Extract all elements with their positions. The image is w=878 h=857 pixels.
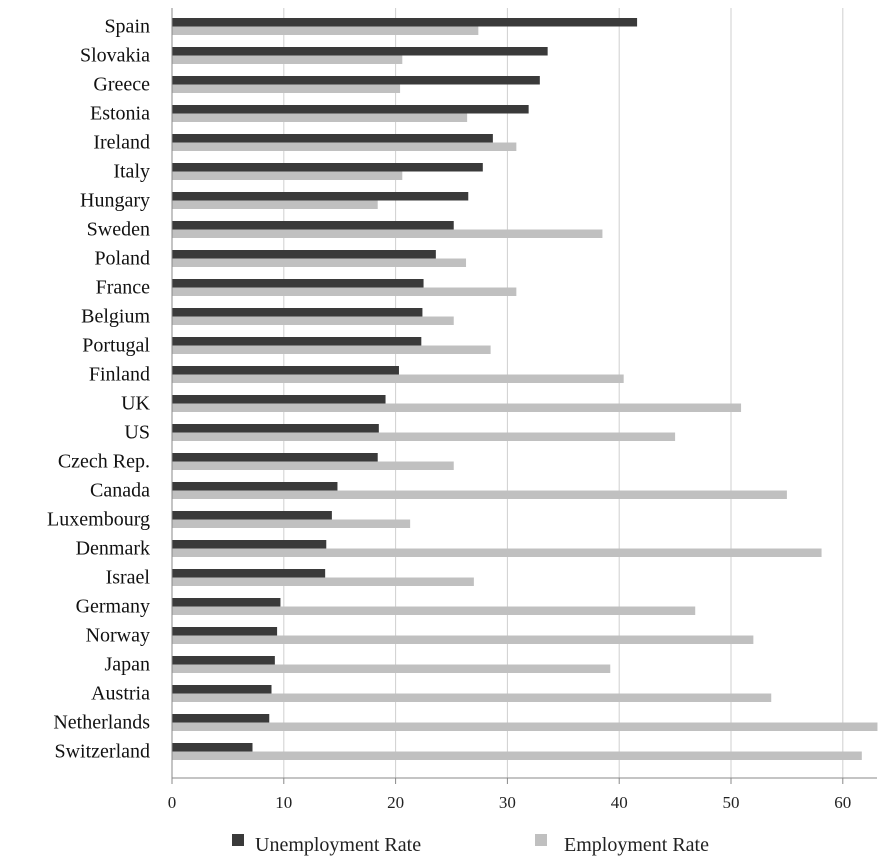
employment-bar-3: [172, 113, 468, 122]
unemployment-bar-6: [172, 192, 469, 201]
unemployment-bar-23: [172, 685, 272, 694]
category-label: Slovakia: [80, 45, 150, 67]
employment-bar-1: [172, 55, 403, 64]
category-label: Japan: [104, 654, 150, 676]
unemployment-bar-11: [172, 337, 422, 346]
tick-label-30: 30: [499, 793, 516, 812]
category-label: Canada: [90, 480, 150, 502]
category-label: Hungary: [80, 190, 150, 212]
legend-label-unemployment: Unemployment Rate: [255, 834, 421, 856]
employment-bar-23: [172, 693, 772, 702]
employment-bar-6: [172, 200, 378, 209]
unemployment-bar-17: [172, 511, 332, 520]
employment-bar-25: [172, 751, 862, 760]
category-label: UK: [121, 393, 150, 415]
employment-bar-13: [172, 403, 742, 412]
category-label: Denmark: [76, 538, 150, 560]
gridlines: [283, 8, 844, 778]
category-label: Belgium: [81, 306, 150, 328]
axes: [171, 8, 877, 784]
unemployment-bar-24: [172, 714, 270, 723]
employment-bar-14: [172, 432, 676, 441]
unemployment-bar-21: [172, 627, 278, 636]
employment-bar-20: [172, 606, 696, 615]
unemployment-bar-5: [172, 163, 483, 172]
employment-bar-4: [172, 142, 517, 151]
tick-labels: 0 10 20 30 40 50 60: [168, 793, 852, 812]
employment-bar-17: [172, 519, 411, 528]
unemployment-bar-13: [172, 395, 386, 404]
employment-bar-16: [172, 490, 787, 499]
unemployment-bar-1: [172, 47, 548, 56]
employment-bar-9: [172, 287, 517, 296]
legend-label-employment: Employment Rate: [564, 834, 709, 856]
tick-label-60: 60: [834, 793, 851, 812]
unemployment-bar-7: [172, 221, 454, 230]
category-label: Czech Rep.: [58, 451, 150, 473]
employment-bar-0: [172, 26, 479, 35]
legend-swatch-employment: [535, 834, 547, 846]
unemployment-bar-10: [172, 308, 423, 317]
category-label: Israel: [106, 567, 151, 589]
category-label: Spain: [104, 16, 150, 38]
tick-label-10: 10: [275, 793, 292, 812]
tick-label-0: 0: [168, 793, 177, 812]
category-label: France: [96, 277, 151, 299]
category-label: Finland: [89, 364, 150, 386]
category-label: Netherlands: [53, 712, 150, 734]
unemployment-bar-3: [172, 105, 529, 114]
unemployment-bar-12: [172, 366, 399, 375]
tick-label-20: 20: [387, 793, 404, 812]
category-label: Switzerland: [54, 741, 150, 763]
category-label: Poland: [94, 248, 150, 270]
legend: Unemployment Rate Employment Rate: [232, 834, 709, 856]
unemployment-bar-14: [172, 424, 379, 433]
unemployment-bar-19: [172, 569, 326, 578]
unemployment-bar-0: [172, 18, 638, 27]
employment-bar-2: [172, 84, 401, 93]
tick-label-40: 40: [611, 793, 628, 812]
category-label: Austria: [91, 683, 150, 705]
employment-bar-24: [172, 722, 878, 731]
employment-bar-10: [172, 316, 454, 325]
employment-bar-19: [172, 577, 474, 586]
category-label: Germany: [76, 596, 150, 618]
unemployment-bar-9: [172, 279, 424, 288]
category-label: Greece: [93, 74, 150, 96]
employment-bar-5: [172, 171, 403, 180]
unemployment-bar-20: [172, 598, 281, 607]
employment-bar-8: [172, 258, 467, 267]
employment-bar-11: [172, 345, 491, 354]
unemployment-bar-16: [172, 482, 338, 491]
employment-bar-12: [172, 374, 624, 383]
employment-bar-15: [172, 461, 454, 470]
category-label: Sweden: [87, 219, 150, 241]
tick-label-50: 50: [723, 793, 740, 812]
category-label: Luxembourg: [47, 509, 150, 531]
unemployment-bar-2: [172, 76, 540, 85]
employment-bar-22: [172, 664, 611, 673]
unemployment-bar-25: [172, 743, 253, 752]
unemployment-bar-22: [172, 656, 275, 665]
unemployment-bar-8: [172, 250, 436, 259]
legend-swatch-unemployment: [232, 834, 244, 846]
category-labels: Spain Slovakia Greece Estonia Ireland Italy Hu…: [47, 16, 151, 763]
unemployment-bar-4: [172, 134, 493, 143]
employment-bar-21: [172, 635, 754, 644]
bars: [172, 18, 878, 760]
category-label: US: [124, 422, 150, 444]
category-label: Estonia: [90, 103, 150, 125]
employment-bar-18: [172, 548, 822, 557]
unemployment-bar-18: [172, 540, 327, 549]
employment-bar-7: [172, 229, 603, 238]
category-label: Norway: [86, 625, 150, 647]
unemployment-bar-15: [172, 453, 378, 462]
category-label: Portugal: [82, 335, 150, 357]
category-label: Italy: [113, 161, 150, 183]
category-label: Ireland: [93, 132, 150, 154]
